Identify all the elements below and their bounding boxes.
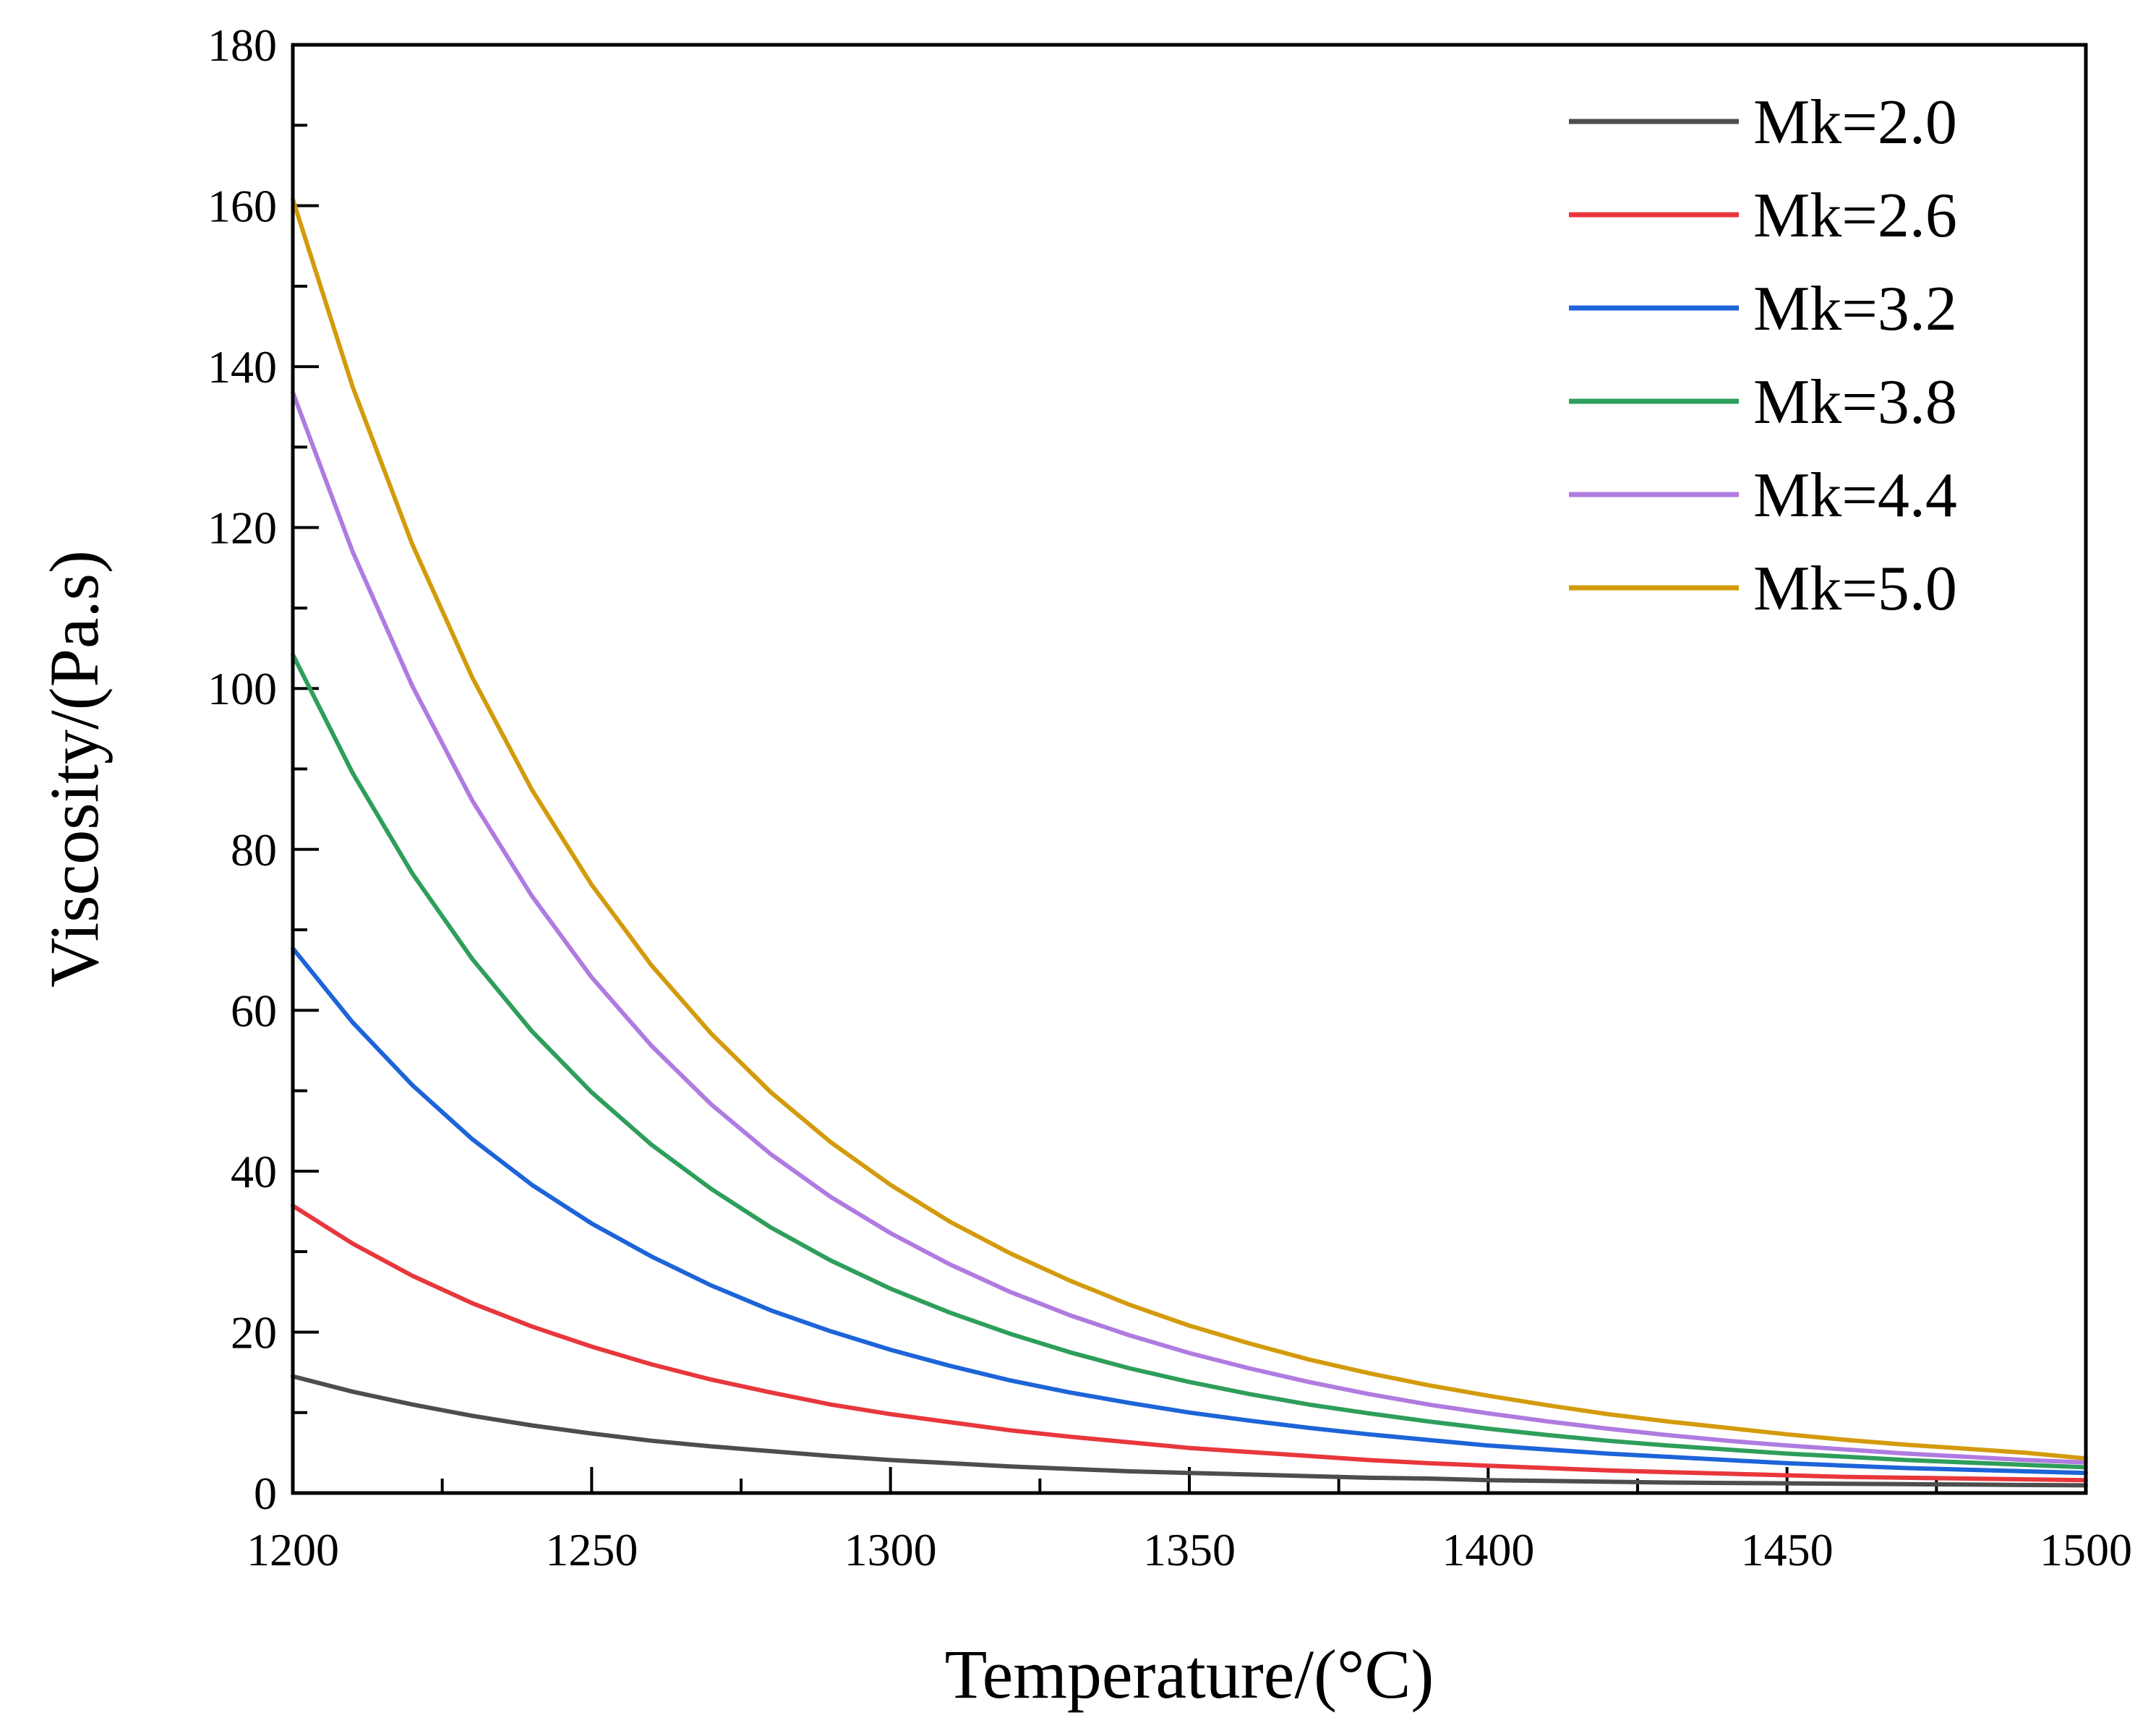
legend-label: Mk=2.0 [1753,87,1957,158]
axis-tick-labels: 1200 1250 1300 1350 1400 1450 1500 0 20 40 60 80 100… [208,20,2132,1575]
y-tick-label: 20 [231,1306,277,1358]
x-tick-label: 1500 [2040,1524,2132,1575]
legend-label: Mk=5.0 [1753,554,1957,624]
legend: Mk=2.0 Mk=2.6 Mk=3.2 Mk=3.8 Mk=4.4 Mk=5.0 [1569,87,1957,624]
y-axis-title: Viscosity/(Pa.s) [35,550,113,988]
plot-frame [291,43,2088,1495]
y-tick-label: 140 [208,341,277,393]
x-tick-label: 1450 [1741,1524,1834,1575]
x-axis-title: Temperature/(°C) [945,1635,1434,1713]
y-tick-label: 100 [208,663,277,714]
legend-label: Mk=2.6 [1753,181,1957,251]
y-tick-label: 160 [208,181,277,232]
series-line-mk-5-0 [291,197,2088,1461]
x-tick-label: 1300 [844,1524,937,1575]
x-tick-label: 1200 [247,1524,339,1575]
x-tick-label: 1400 [1442,1524,1534,1575]
series-line-mk-4-4 [291,390,2088,1465]
legend-label: Mk=3.2 [1753,274,1957,344]
series-layer [291,197,2088,1488]
legend-label: Mk=3.8 [1753,367,1957,437]
x-tick-label: 1250 [545,1524,638,1575]
series-line-mk-3-8 [291,652,2088,1470]
series-line-mk-2-0 [291,1374,2088,1488]
series-line-mk-3-2 [291,946,2088,1476]
y-tick-label: 0 [254,1468,277,1519]
y-tick-label: 120 [208,502,277,554]
axis-ticks [291,43,2087,1494]
y-tick-label: 40 [231,1146,277,1197]
x-tick-label: 1350 [1143,1524,1236,1575]
y-tick-label: 180 [208,20,277,71]
series-line-mk-2-6 [291,1203,2088,1483]
legend-label: Mk=4.4 [1753,461,1957,531]
y-tick-label: 60 [231,985,277,1036]
y-tick-label: 80 [231,824,277,876]
